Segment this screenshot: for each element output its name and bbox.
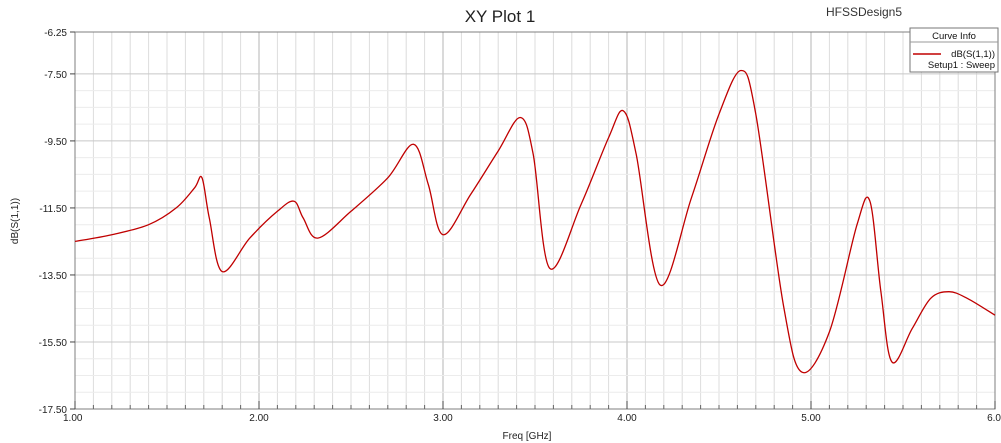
y-tick-label: -11.50 xyxy=(39,204,67,215)
legend-header: Curve Info xyxy=(932,31,976,42)
y-tick-label: -9.50 xyxy=(44,137,67,148)
y-tick-label: -13.50 xyxy=(39,271,68,282)
y-tick-label: -15.50 xyxy=(39,338,68,349)
x-tick-label: 2.00 xyxy=(249,413,269,424)
legend-entry-sublabel: Setup1 : Sweep xyxy=(928,60,995,71)
y-axis-label: dB(S(1,1)) xyxy=(10,198,21,244)
grid xyxy=(74,31,996,410)
design-name: HFSSDesign5 xyxy=(826,5,902,19)
legend-entry-label: dB(S(1,1)) xyxy=(951,49,995,60)
x-tick-label: 4.00 xyxy=(617,413,637,424)
plot-title: XY Plot 1 xyxy=(465,7,536,26)
x-axis-label: Freq [GHz] xyxy=(503,431,552,442)
x-axis-ticks: 1.00 2.00 3.00 4.00 5.00 6.0 xyxy=(63,401,1001,424)
legend-box xyxy=(909,27,999,73)
legend[interactable]: Curve Info dB(S(1,1)) Setup1 : Sweep xyxy=(909,27,999,73)
series-line-0 xyxy=(74,69,996,374)
series-layer xyxy=(74,69,996,374)
y-tick-label: -7.50 xyxy=(44,70,67,81)
x-tick-label: 5.00 xyxy=(801,413,821,424)
x-tick-label: 6.0 xyxy=(987,413,1001,424)
x-tick-label: 1.00 xyxy=(63,413,83,424)
y-tick-label: -17.50 xyxy=(39,405,68,416)
x-tick-label: 3.00 xyxy=(433,413,453,424)
y-tick-label: -6.25 xyxy=(44,28,67,39)
y-axis-ticks: -6.25 -7.50 -9.50 -11.50 -13.50 -15.50 -17.50 xyxy=(39,28,75,416)
